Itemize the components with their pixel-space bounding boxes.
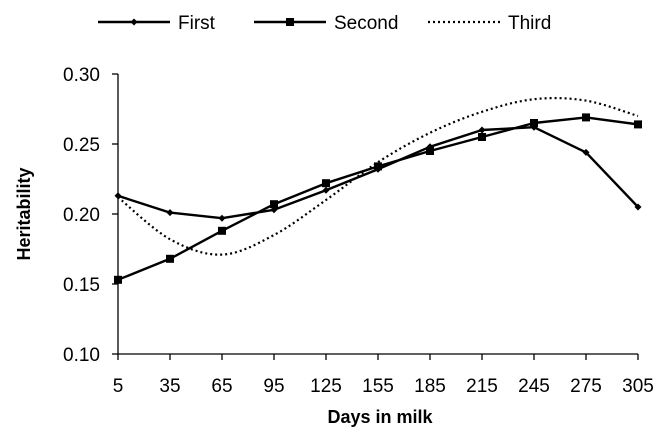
data-point-marker [322, 186, 330, 194]
plot-series [114, 96, 642, 284]
x-tick-label: 275 [570, 376, 602, 397]
legend-marker [286, 18, 294, 26]
legend-label: Third [508, 13, 551, 34]
data-point-marker [478, 126, 486, 134]
x-tick-label: 65 [211, 376, 232, 397]
data-point-marker [426, 147, 434, 155]
y-tick-label: 0.25 [63, 135, 100, 156]
y-tick-label: 0.15 [63, 275, 100, 296]
y-tick-label: 0.10 [63, 345, 100, 366]
axes: 0.10 0.15 0.20 0.25 0.30 5 35 65 95 125 155 185 215… [63, 65, 654, 397]
x-tick-label: 95 [263, 376, 284, 397]
data-point-marker [582, 148, 590, 156]
data-point-marker [634, 203, 642, 211]
data-point-marker [478, 133, 486, 141]
x-axis-ticks: 5 35 65 95 125 155 185 215 245 275 305 [113, 354, 654, 397]
x-tick-label: 215 [466, 376, 498, 397]
y-axis-ticks: 0.10 0.15 0.20 0.25 0.30 [63, 65, 118, 366]
y-tick-label: 0.30 [63, 65, 100, 86]
data-point-marker [114, 275, 122, 284]
x-tick-label: 5 [113, 376, 124, 397]
data-point-marker [634, 120, 642, 129]
y-axis-title: Heritability [14, 167, 34, 260]
legend-item-second: Second [254, 13, 398, 34]
data-point-marker [322, 179, 330, 188]
series-third [117, 96, 639, 256]
series-line [117, 96, 639, 256]
y-tick-label: 0.20 [63, 205, 100, 226]
legend-marker [130, 18, 138, 26]
series-first [114, 123, 642, 222]
x-axis-title: Days in milk [327, 407, 433, 427]
x-tick-label: 185 [414, 376, 446, 397]
data-point-marker [270, 200, 278, 209]
x-tick-label: 155 [362, 376, 394, 397]
data-point-marker [218, 214, 226, 222]
legend-label: First [178, 13, 216, 34]
series-second [114, 113, 642, 284]
x-tick-label: 35 [159, 376, 180, 397]
data-point-marker [166, 209, 174, 217]
legend-item-first: First [98, 13, 216, 34]
data-point-marker [218, 226, 226, 235]
series-line [117, 116, 639, 281]
x-tick-label: 125 [310, 376, 342, 397]
data-point-marker [530, 119, 538, 127]
legend: First Second Third [98, 13, 551, 34]
x-tick-label: 305 [622, 376, 654, 397]
legend-label: Second [334, 13, 398, 34]
legend-item-third: Third [428, 13, 551, 34]
data-point-marker [582, 113, 590, 122]
data-point-marker [166, 254, 174, 263]
data-point-marker [374, 162, 382, 171]
x-tick-label: 245 [518, 376, 550, 397]
